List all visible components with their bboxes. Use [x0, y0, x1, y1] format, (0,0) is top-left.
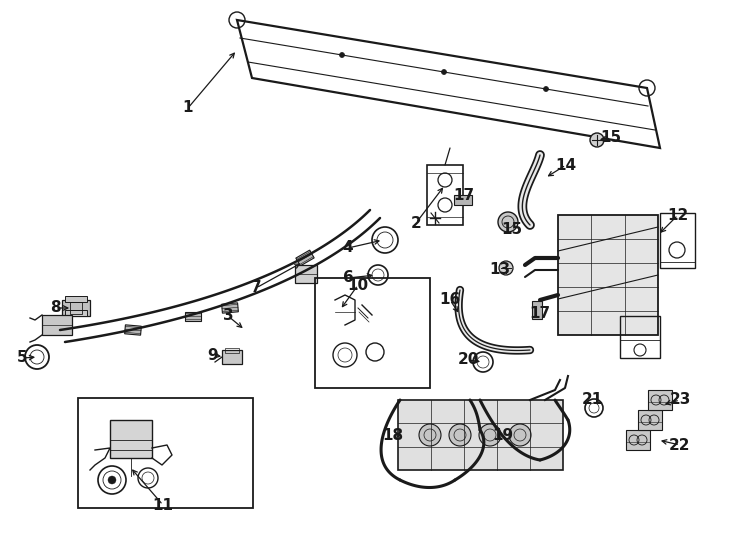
Bar: [558, 215, 658, 335]
Text: 7: 7: [251, 280, 261, 295]
Text: 6: 6: [343, 271, 353, 286]
Bar: [65, 296, 87, 302]
Text: 12: 12: [667, 207, 688, 222]
Bar: [78, 398, 253, 508]
Circle shape: [543, 86, 548, 91]
Bar: [427, 165, 463, 225]
Text: 21: 21: [581, 393, 603, 408]
Polygon shape: [222, 303, 239, 313]
Bar: [42, 315, 72, 335]
Circle shape: [479, 424, 501, 446]
Text: 9: 9: [208, 348, 218, 362]
Text: 15: 15: [600, 131, 622, 145]
Text: 10: 10: [347, 278, 368, 293]
Circle shape: [108, 476, 116, 484]
Text: 13: 13: [490, 262, 511, 278]
Bar: [648, 390, 672, 410]
Text: 17: 17: [529, 307, 550, 321]
Text: 11: 11: [153, 497, 173, 512]
Text: 19: 19: [493, 428, 514, 442]
Bar: [398, 400, 563, 470]
Text: 4: 4: [343, 240, 353, 255]
Polygon shape: [532, 301, 542, 319]
Text: 17: 17: [454, 188, 475, 204]
Text: 3: 3: [222, 308, 233, 323]
Polygon shape: [454, 195, 472, 205]
Bar: [315, 278, 430, 388]
Bar: [65, 310, 87, 316]
Polygon shape: [185, 312, 201, 321]
Polygon shape: [296, 250, 314, 266]
Text: 23: 23: [669, 393, 691, 408]
Circle shape: [449, 424, 471, 446]
Text: 2: 2: [410, 215, 421, 231]
Circle shape: [340, 52, 344, 57]
Text: 15: 15: [501, 222, 523, 238]
Text: 5: 5: [17, 350, 27, 366]
Circle shape: [499, 261, 513, 275]
Bar: [222, 350, 242, 364]
Bar: [620, 316, 660, 358]
Bar: [62, 300, 90, 316]
Circle shape: [441, 70, 446, 75]
Circle shape: [590, 133, 604, 147]
Circle shape: [419, 424, 441, 446]
Bar: [660, 213, 695, 268]
Text: 18: 18: [382, 428, 404, 442]
Circle shape: [498, 212, 518, 232]
Text: 22: 22: [669, 437, 691, 453]
Bar: [626, 430, 650, 450]
Text: 20: 20: [457, 353, 479, 368]
Circle shape: [509, 424, 531, 446]
Bar: [295, 265, 317, 283]
Bar: [70, 302, 82, 314]
Bar: [638, 410, 662, 430]
Text: 8: 8: [50, 300, 60, 315]
Bar: [225, 348, 239, 353]
Text: 16: 16: [440, 293, 461, 307]
Polygon shape: [125, 325, 142, 335]
Text: 14: 14: [556, 158, 577, 172]
Text: 1: 1: [183, 100, 193, 116]
Bar: [110, 420, 152, 458]
